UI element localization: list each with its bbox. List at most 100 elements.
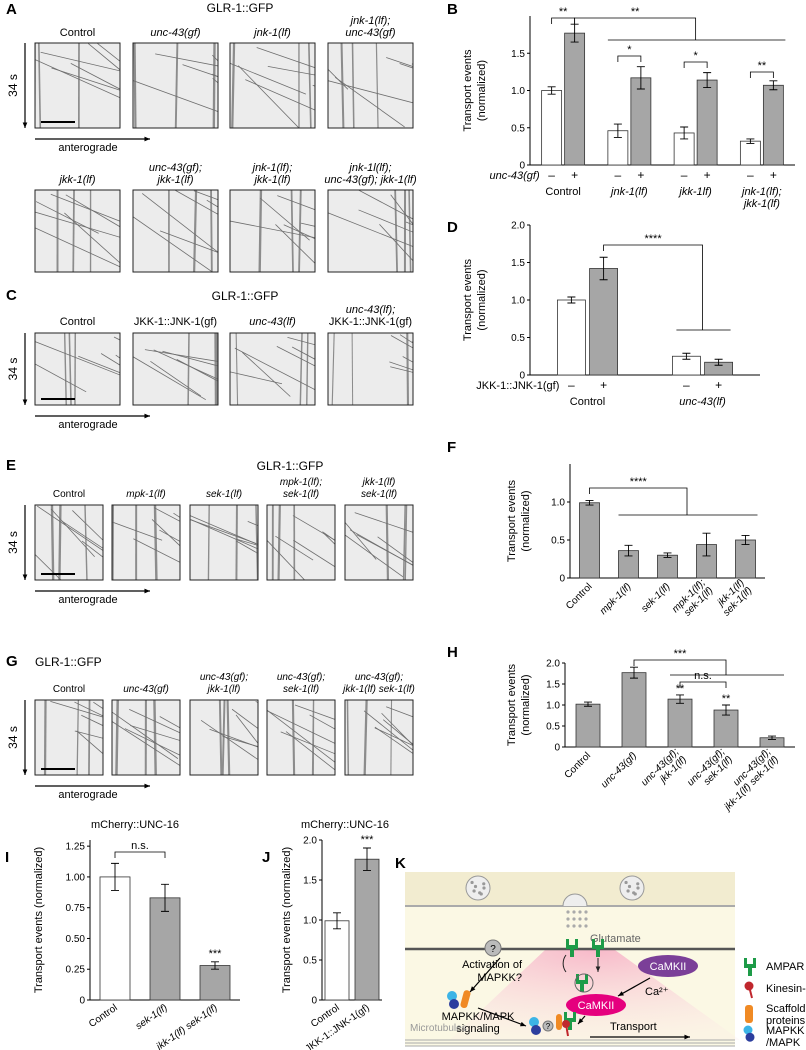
kymograph-trace	[64, 212, 120, 264]
kymograph-trace	[235, 538, 258, 546]
panel-letter: I	[5, 849, 9, 866]
glutamate-dot	[572, 910, 576, 914]
ampar-icon	[592, 939, 604, 957]
kymograph-frame	[327, 42, 414, 129]
kymograph-trace	[340, 43, 345, 128]
panel-title: GLR-1::GFP	[207, 1, 274, 15]
kymograph-trace	[358, 209, 413, 233]
vesicle-dot	[627, 884, 632, 889]
kymograph-trace	[210, 190, 213, 272]
kymograph-trace	[258, 190, 263, 272]
time-arrow-head	[22, 769, 28, 775]
camkii-label: CaMKII	[578, 1000, 615, 1012]
strain-label: jnk-1(lf)	[252, 27, 291, 39]
kymograph-trace	[238, 65, 300, 128]
y-tick-label: 0	[79, 996, 85, 1007]
kymograph-trace	[311, 700, 315, 775]
bar	[579, 502, 600, 579]
time-label: 34 s	[6, 531, 20, 554]
kymograph-trace	[159, 230, 218, 253]
strain-label: jkk-1(lf)	[57, 174, 95, 186]
kymograph-trace	[230, 220, 315, 239]
kymograph-frame	[189, 504, 259, 581]
x-tick-label: sek-1(lf)	[134, 1002, 170, 1032]
kymograph-trace	[187, 333, 190, 405]
kymograph	[345, 505, 413, 580]
bar	[657, 554, 678, 579]
question-label: ?	[490, 944, 496, 955]
kymograph-frame	[111, 504, 181, 581]
vesicle-dot	[624, 880, 628, 885]
time-arrow-head	[22, 122, 28, 128]
kinesin-icon	[744, 981, 754, 991]
kymograph-trace	[255, 505, 258, 580]
kymograph-trace	[259, 197, 310, 241]
kymograph-trace	[389, 361, 413, 371]
kymograph-bg	[230, 43, 315, 128]
glutamate-dot	[584, 924, 588, 928]
kymograph	[133, 190, 218, 272]
y-tick-label: 1.25	[66, 842, 86, 853]
kymograph-trace	[115, 700, 119, 775]
kymograph-trace	[209, 728, 258, 748]
kymograph-trace	[35, 59, 120, 99]
series-label: –	[681, 168, 688, 182]
error-bar	[703, 72, 712, 88]
y-axis-label: Transport events (normalized)	[462, 258, 488, 341]
kymograph-trace	[72, 190, 75, 272]
kymograph-trace	[256, 47, 315, 69]
legend-label: Scaffold proteins	[766, 1003, 806, 1027]
kymograph	[190, 505, 258, 580]
kymograph	[35, 43, 120, 128]
kymograph-trace	[193, 190, 218, 201]
series-label: –	[568, 378, 575, 392]
error-bar	[722, 704, 730, 716]
vesicle-dot	[473, 884, 478, 889]
y-tick-label: 2.0	[546, 659, 560, 670]
significance-label: **	[722, 693, 731, 705]
error-bar	[584, 701, 592, 707]
significance-label: *	[627, 44, 632, 56]
kymograph-trace	[241, 352, 291, 397]
significance-bracket	[683, 61, 708, 68]
panel-letter: C	[6, 287, 17, 304]
strain-label: Control	[53, 684, 85, 695]
kymograph-trace	[218, 700, 223, 775]
kymograph	[112, 505, 180, 580]
kymograph-frame	[344, 504, 414, 581]
ampar-icon	[566, 939, 578, 957]
kymograph-trace	[153, 505, 158, 580]
error-bar	[636, 66, 645, 90]
kymograph-trace	[374, 726, 413, 755]
strain-label: unc-43(gf); jkk-1(lf) sek-1(lf)	[341, 672, 415, 695]
scaffold-icon	[460, 990, 471, 1009]
significance-label: *	[693, 50, 698, 62]
y-tick-label: 1.0	[546, 701, 560, 712]
chart-title: mCherry::UNC-16	[301, 819, 389, 831]
kymograph-trace	[112, 521, 163, 541]
signaling-arrow-head	[520, 1021, 526, 1027]
kymograph	[35, 700, 103, 775]
kinesin-icon	[562, 1020, 570, 1028]
bar	[621, 672, 647, 748]
error-bar	[211, 961, 219, 970]
kymograph	[35, 333, 120, 405]
kymograph	[345, 700, 413, 775]
kymograph-trace	[61, 520, 103, 549]
y-tick-label: 0	[519, 161, 525, 172]
kymograph-trace	[215, 333, 218, 405]
error-bar	[161, 883, 169, 912]
kymograph	[267, 505, 335, 580]
y-axis-label: Transport events (normalized)	[281, 847, 293, 993]
kymograph-trace	[50, 700, 103, 718]
kymograph-trace	[212, 43, 216, 128]
y-axis-label: Transport events (normalized)	[506, 479, 532, 562]
kymograph-trace	[349, 529, 413, 566]
x-tick-label: mpk-1(lf)	[598, 581, 634, 617]
kymograph-trace	[385, 505, 390, 580]
error-bar	[746, 138, 755, 144]
kymograph-trace	[221, 700, 226, 775]
kymograph-trace	[328, 68, 349, 90]
kymograph-trace	[267, 709, 335, 763]
y-tick-label: 1.5	[511, 49, 525, 60]
